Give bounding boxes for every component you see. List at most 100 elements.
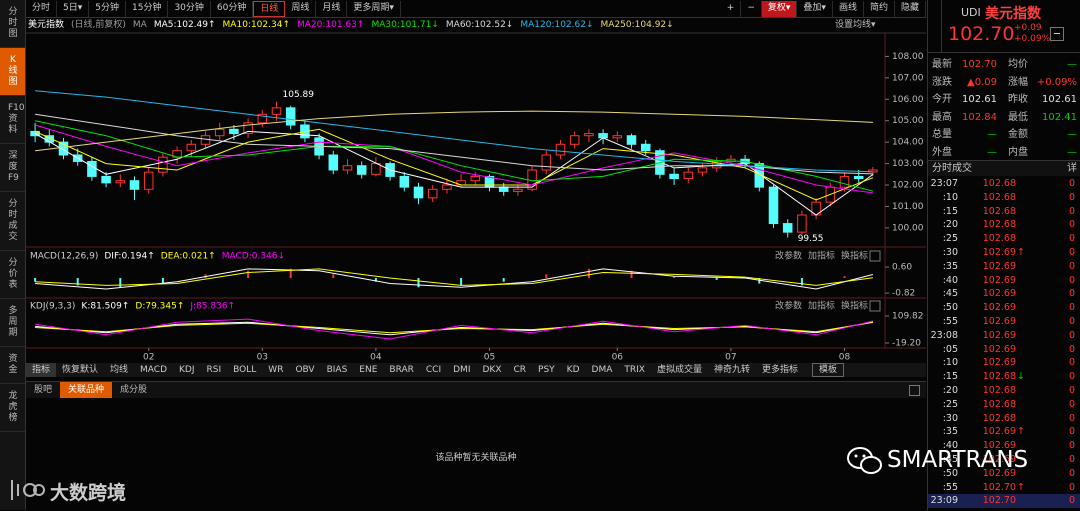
period-tab[interactable]: 月线	[316, 1, 348, 17]
quote-label: 最低	[1008, 111, 1028, 123]
logo	[11, 480, 46, 500]
period-tab[interactable]: 日线	[253, 1, 286, 17]
pane-button[interactable]: 加指标	[808, 300, 835, 312]
candle-body	[115, 180, 126, 184]
tool-button[interactable]: 隐藏	[895, 1, 926, 17]
indicator-tab[interactable]: 更多指标	[761, 365, 798, 375]
indicator-tab[interactable]: ENE	[359, 365, 378, 375]
tool-button[interactable]: +	[721, 1, 742, 17]
indicator-tab[interactable]: BOLL	[233, 365, 257, 375]
x-tick-label: 08	[839, 353, 851, 363]
indicator-tab[interactable]: KD	[566, 365, 580, 375]
side-tab[interactable]: K线图	[0, 48, 25, 96]
side-tab[interactable]: 龙虎榜	[0, 384, 25, 432]
close-box	[869, 250, 881, 262]
trade-price: 102.68	[982, 219, 1016, 231]
trade-volume: 0	[1068, 495, 1075, 507]
indicator-tab[interactable]: TRIX	[624, 365, 645, 375]
indicator-tab[interactable]: BIAS	[326, 365, 348, 375]
y-tick-label: 103.00	[892, 159, 924, 169]
trade-price: 102.69	[982, 343, 1016, 355]
indicator-tab[interactable]: 模板	[812, 363, 845, 377]
indicator-tab[interactable]: PSY	[538, 365, 555, 375]
period-tab[interactable]: 周线	[285, 1, 317, 17]
panel-icon[interactable]	[909, 385, 920, 396]
quote-value: —	[1067, 129, 1077, 140]
symbol-name: 美元指数	[28, 20, 65, 30]
trade-volume: 0	[1068, 178, 1075, 189]
period-tab[interactable]: 5日▾	[57, 1, 90, 17]
bottom-tab[interactable]: 股吧	[34, 385, 53, 395]
pane-button[interactable]: 换指标	[841, 250, 868, 262]
candle-body	[186, 143, 197, 152]
y-tick-label: 109.82	[892, 312, 924, 322]
pane-button[interactable]: 改参数	[775, 250, 802, 262]
indicator-tab[interactable]: OBV	[295, 365, 315, 375]
period-tab[interactable]: 60分钟	[211, 1, 254, 17]
period-tab[interactable]: 30分钟	[168, 1, 211, 17]
pane-button[interactable]: 加指标	[808, 250, 835, 262]
trade-row: :30 102.68 0	[928, 412, 1080, 426]
tool-button[interactable]: 画线	[833, 1, 864, 17]
tool-button[interactable]: 简约	[864, 1, 895, 17]
indicator-tab[interactable]: DMA	[591, 365, 613, 375]
trade-price: 102.69	[982, 426, 1016, 438]
side-tab[interactable]: 资金	[0, 347, 25, 384]
candle-body	[513, 188, 523, 192]
period-tab[interactable]: 分时	[26, 1, 58, 17]
trade-price: 102.68	[982, 205, 1016, 217]
indicator-tab[interactable]: WR	[268, 365, 284, 375]
indicator-tab[interactable]: 均线	[110, 365, 129, 375]
tool-button[interactable]: −	[741, 1, 762, 17]
quote-label: 涨幅	[1008, 76, 1028, 88]
candle-body	[683, 171, 694, 180]
watermark-right: SMARTRANS	[887, 447, 1029, 473]
period-tab[interactable]: 5分钟	[89, 1, 126, 17]
period-tab[interactable]: 更多周期▾	[347, 1, 401, 17]
trade-row: :35 102.69 ↑ 0	[928, 425, 1080, 439]
tool-button[interactable]: 复权▾	[761, 1, 798, 17]
trade-time: :30	[942, 412, 958, 424]
candle-body	[257, 113, 268, 124]
side-tab[interactable]: F10资料	[0, 96, 25, 144]
legend-entry: MA20:101.63↑	[297, 20, 365, 30]
candle-body	[768, 186, 779, 225]
collapse-button[interactable]	[1050, 27, 1064, 41]
indicator-tab[interactable]: 神奇九转	[713, 365, 750, 375]
trade-volume: 0	[1068, 274, 1075, 286]
indicator-tab[interactable]: CR	[513, 365, 527, 375]
indicator-tab[interactable]: KDJ	[179, 365, 195, 375]
side-tab[interactable]: 多周期	[0, 299, 25, 347]
period-tab[interactable]: 15分钟	[126, 1, 169, 17]
detail[interactable]: 详	[1067, 163, 1077, 174]
indicator-tab[interactable]: RSI	[206, 365, 222, 375]
pane-button[interactable]: 改参数	[775, 300, 802, 312]
candle-body	[285, 107, 296, 126]
candle-body	[342, 165, 353, 171]
bottom-tab[interactable]: 关联品种	[60, 382, 113, 398]
macd-bar	[673, 276, 676, 279]
side-tab[interactable]: 分价表	[0, 251, 25, 299]
indicator-tab[interactable]: 指标	[26, 363, 57, 377]
macd-bar	[161, 278, 164, 284]
indicator-tab[interactable]: DMI	[453, 365, 471, 375]
indicator-tab[interactable]: 虚拟成交量	[656, 365, 702, 375]
tool-button[interactable]: 叠加▾	[797, 1, 833, 17]
indicator-tab[interactable]: DKX	[482, 365, 502, 375]
side-tab[interactable]: 分时图	[0, 0, 25, 48]
settings[interactable]: 设置均线▾	[835, 20, 876, 30]
ma-line	[34, 128, 874, 201]
indicator-tab[interactable]: BRAR	[389, 365, 414, 375]
indicator-tab[interactable]: 恢复默认	[62, 365, 99, 375]
trade-price: 102.68	[982, 398, 1016, 410]
side-tab[interactable]: 分时成交	[0, 192, 25, 251]
indicator-tab[interactable]: MACD	[140, 365, 168, 375]
pane-button[interactable]: 换指标	[841, 300, 868, 312]
trade-row: :55 102.69 0	[928, 315, 1080, 329]
bottom-tab[interactable]: 成分股	[120, 385, 148, 395]
side-tab[interactable]: 深度F9	[0, 144, 25, 192]
indicator-tab[interactable]: CCI	[425, 365, 442, 375]
x-tick-label: 04	[370, 353, 382, 363]
quote-row: 最新 102.70 均价 —	[928, 56, 1080, 73]
trade-row: :45 102.69 0	[928, 453, 1080, 467]
